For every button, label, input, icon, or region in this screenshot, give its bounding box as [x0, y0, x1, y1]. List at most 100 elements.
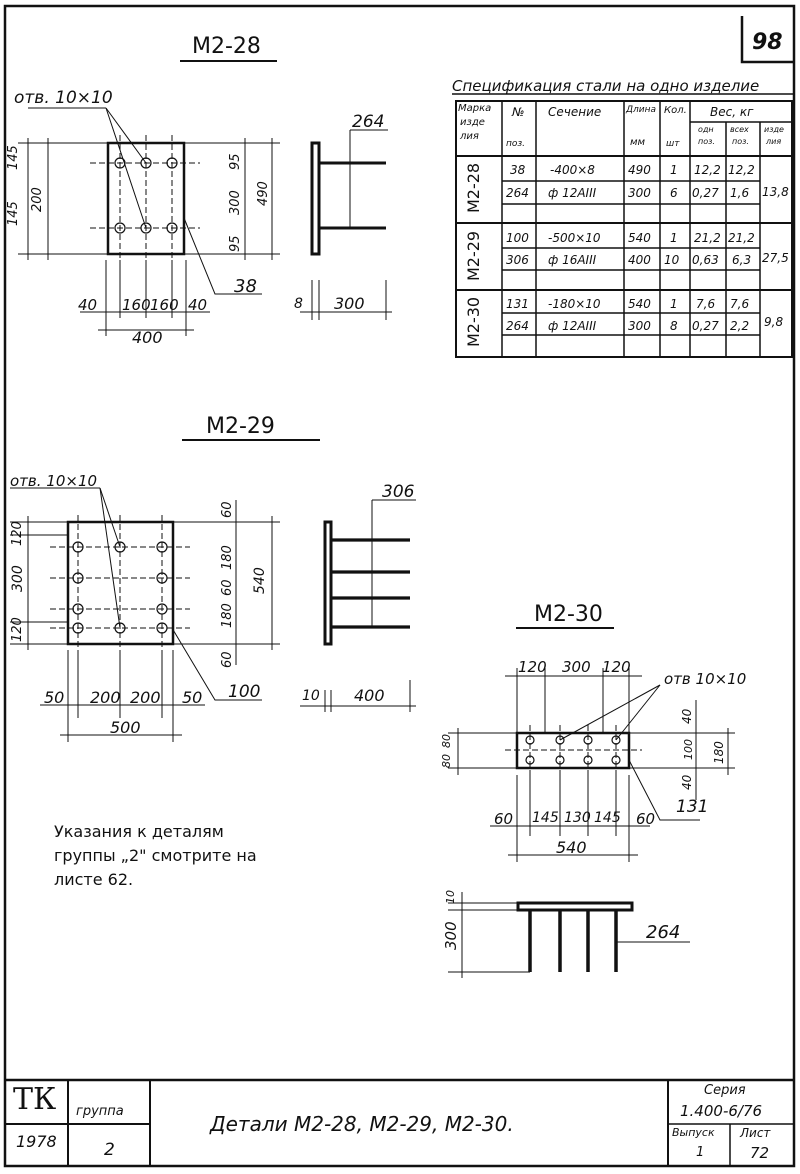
m30-dim-bottom-5: 60 — [636, 810, 656, 828]
spec-h-mark: Марка — [458, 103, 492, 114]
spec-h-weight: Вес, кг — [710, 105, 754, 119]
m29-dim-right-4: 180 — [220, 603, 235, 628]
spec-h-w-all: всех — [730, 125, 749, 134]
spec-qty-3a: 1 — [670, 297, 678, 311]
spec-section-1a: -400×8 — [550, 163, 595, 177]
spec-wall-1b: 1,6 — [730, 186, 750, 200]
spec-length-1b: 300 — [628, 186, 651, 200]
spec-wone-1a: 12,2 — [694, 163, 721, 177]
spec-h-length: Длина — [626, 105, 657, 115]
m29-dim-left-1: 120 — [10, 521, 25, 546]
spec-h-w-one2: поз. — [698, 137, 715, 146]
issue-value: 1 — [696, 1145, 705, 1160]
spec-qty-3b: 8 — [670, 319, 678, 333]
m30-hole-label: отв 10×10 — [664, 670, 747, 688]
spec-table: Марка изде лия № поз. Сечение Длина мм К… — [454, 101, 794, 359]
spec-wall-3a: 7,6 — [730, 297, 750, 311]
m29-dim-left-3: 120 — [10, 617, 25, 642]
spec-wone-2a: 21,2 — [694, 231, 721, 245]
spec-pos-1b: 264 — [506, 186, 529, 200]
sheet-frame — [3, 4, 796, 1168]
m30-dim-left-1: 80 — [440, 734, 453, 748]
spec-section-2b: ф 16AIII — [548, 253, 597, 267]
m30-dim-top-1: 120 — [518, 658, 547, 676]
m29-title: М2-29 — [206, 414, 275, 439]
note-line-3: листе 62. — [54, 870, 134, 889]
group-label: группа — [76, 1104, 124, 1119]
spec-length-2b: 400 — [628, 253, 651, 267]
tk-mark: ТК — [13, 1082, 57, 1117]
m28-bars — [114, 157, 178, 234]
spec-h-w-item: изде — [764, 125, 784, 134]
m28-dim-left-2: 200 — [30, 187, 45, 212]
m28-dim-left-3: 145 — [6, 145, 21, 170]
spec-wall-3b: 2,2 — [730, 319, 750, 333]
m28-side-dim-8: 8 — [294, 296, 303, 312]
m29-hole-label: отв. 10×10 — [10, 472, 98, 490]
m30-dim-bottom-1: 60 — [494, 810, 514, 828]
m29-dim-right-1: 60 — [220, 501, 235, 518]
spec-wone-2b: 0,63 — [692, 253, 719, 267]
spec-qty-1b: 6 — [670, 186, 678, 200]
spec-pos-2a: 100 — [506, 231, 529, 245]
spec-pos-1a: 38 — [510, 163, 526, 177]
spec-h-mark2: изде — [460, 117, 485, 128]
m30-side-dim-300: 300 — [442, 921, 460, 950]
spec-h-length-unit: мм — [630, 137, 646, 148]
m28-dim-right-3: 95 — [228, 235, 243, 252]
m30-bars — [525, 735, 621, 765]
m28-dim-bottom-1: 40 — [78, 296, 98, 314]
spec-h-qty: Кол. — [664, 105, 687, 116]
spec-wone-1b: 0,27 — [692, 186, 719, 200]
issue-label: Выпуск — [672, 1126, 715, 1139]
m28-side-dim-300: 300 — [334, 294, 365, 313]
sheet-value: 72 — [750, 1144, 770, 1162]
m30-dim-right-3: 40 — [680, 774, 694, 790]
m30-title: М2-30 — [534, 602, 603, 627]
series-label: Серия — [704, 1083, 746, 1098]
spec-total-1: 13,8 — [762, 185, 789, 199]
m30-dim-right-2: 100 — [682, 739, 695, 760]
m30-dim-540: 540 — [556, 838, 587, 857]
m29-bars — [72, 541, 168, 634]
sheet-label: Лист — [740, 1126, 771, 1140]
m28-dim-490: 490 — [256, 181, 271, 206]
spec-section-2a: -500×10 — [548, 231, 601, 245]
m28-hole-label: отв. 10×10 — [14, 88, 113, 108]
spec-pos-3a: 131 — [506, 297, 529, 311]
m28-dim-left-1: 145 — [6, 201, 21, 226]
m28-dim-right-2: 300 — [228, 190, 243, 215]
m29-dim-right-2: 180 — [220, 545, 235, 570]
spec-mark-1: М2-28 — [464, 162, 483, 213]
spec-wall-2b: 6,3 — [732, 253, 752, 267]
spec-wone-3b: 0,27 — [692, 319, 719, 333]
spec-h-pos: № — [512, 105, 525, 119]
m29-pos-plate: 100 — [228, 682, 261, 702]
spec-mark-3: М2-30 — [464, 296, 483, 347]
spec-h-pos2: поз. — [506, 139, 526, 149]
m28-pos-bar: 264 — [352, 112, 385, 132]
m29-dim-left-2: 300 — [10, 565, 26, 592]
spec-h-section: Сечение — [548, 105, 602, 119]
m29-dim-bottom-3: 200 — [130, 688, 161, 707]
m30-dim-left-2: 80 — [440, 754, 453, 768]
spec-h-w-item2: лия — [766, 137, 782, 146]
m30-pos-bar: 264 — [646, 922, 681, 943]
series-value: 1.400-6/76 — [680, 1102, 763, 1120]
m30-side-dim-10: 10 — [444, 890, 457, 904]
spec-total-3: 9,8 — [764, 315, 784, 329]
spec-length-1a: 490 — [628, 163, 651, 177]
spec-h-w-one: одн — [698, 125, 714, 134]
m30-dim-180: 180 — [712, 741, 726, 764]
spec-mark-2: М2-29 — [464, 230, 483, 281]
spec-pos-3b: 264 — [506, 319, 529, 333]
spec-length-3b: 300 — [628, 319, 651, 333]
m29-dim-bottom-1: 50 — [44, 688, 65, 707]
note-line-2: группы „2" смотрите на — [54, 846, 257, 865]
m28-pos-plate: 38 — [234, 276, 257, 297]
m29-side-dim-400: 400 — [354, 686, 385, 705]
spec-title: Спецификация стали на одно изделие — [452, 77, 760, 95]
m30-dim-top-2: 300 — [562, 658, 591, 676]
m29-dim-bottom-2: 200 — [90, 688, 121, 707]
